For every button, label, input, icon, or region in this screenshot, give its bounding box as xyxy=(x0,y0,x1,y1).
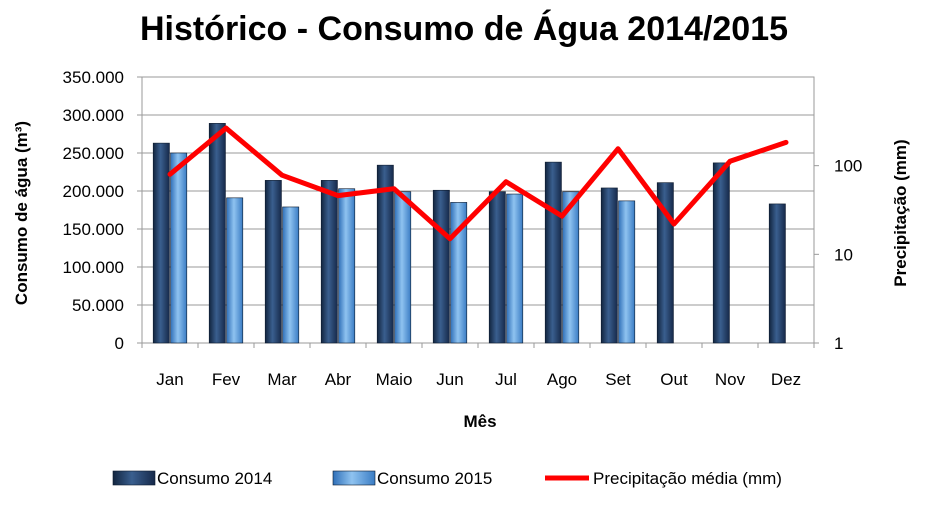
x-tick-label: Maio xyxy=(376,370,413,389)
legend-label: Precipitação média (mm) xyxy=(593,469,782,488)
legend: Consumo 2014 Consumo 2015 Precipitação méd… xyxy=(112,469,782,488)
precipitation-line xyxy=(167,125,789,242)
bar-consumo-2014 xyxy=(712,162,730,344)
bar-consumo-2015 xyxy=(226,197,244,344)
x-tick-label: Jul xyxy=(495,370,517,389)
bar-consumo-2014 xyxy=(544,161,562,344)
bar-consumo-2014 xyxy=(264,180,282,344)
x-axis-label: Mês xyxy=(463,412,496,431)
y-tick-label: 0 xyxy=(115,334,124,353)
y-tick-label: 50.000 xyxy=(72,296,124,315)
precipitation-point xyxy=(335,193,341,198)
precipitation-point xyxy=(503,179,509,184)
y-axis-label: Consumo de água (m³) xyxy=(12,121,31,305)
precipitation-point xyxy=(391,186,397,191)
axes: 0 50.000 100.000 150.000 200.000 250.000 300.0… xyxy=(63,68,863,389)
legend-swatch xyxy=(332,470,376,486)
y-tick-label: 100.000 xyxy=(63,258,124,277)
x-tick-label: Jan xyxy=(156,370,183,389)
x-tick-label: Dez xyxy=(771,370,801,389)
x-tick-label: Out xyxy=(660,370,688,389)
y2-tick-label: 10 xyxy=(834,245,853,264)
bar-consumo-2014 xyxy=(152,142,170,344)
bar-consumo-2015 xyxy=(394,191,412,344)
bar-consumo-2015 xyxy=(338,188,356,344)
precipitation-point xyxy=(559,213,565,219)
x-tick-label: Fev xyxy=(212,370,241,389)
bar-consumo-2014 xyxy=(656,182,674,344)
bar-consumo-2015 xyxy=(282,206,300,344)
x-tick-label: Nov xyxy=(715,370,746,389)
precipitation-point xyxy=(615,146,621,151)
y-tick-label: 150.000 xyxy=(63,220,124,239)
x-tick-label: Ago xyxy=(547,370,577,389)
x-tick-label: Mar xyxy=(267,370,297,389)
precipitation-line-path xyxy=(167,125,789,242)
precipitation-point xyxy=(727,159,733,164)
y2-axis-label: Precipitação (mm) xyxy=(891,139,910,286)
precipitation-point xyxy=(167,172,173,177)
x-tick-label: Abr xyxy=(325,370,352,389)
bar-consumo-2014 xyxy=(320,180,338,344)
bar-consumo-2015 xyxy=(618,200,636,344)
x-tick-label: Set xyxy=(605,370,631,389)
legend-item: Consumo 2015 xyxy=(332,469,492,488)
bar-consumo-2014 xyxy=(208,123,226,344)
chart-title: Histórico - Consumo de Água 2014/2015 xyxy=(140,10,788,48)
legend-label: Consumo 2015 xyxy=(377,469,492,488)
bar-consumo-2015 xyxy=(506,193,524,344)
precipitation-point xyxy=(671,221,677,227)
legend-label: Consumo 2014 xyxy=(157,469,272,488)
y-tick-label: 350.000 xyxy=(63,68,124,87)
legend-swatch xyxy=(112,470,156,486)
precipitation-point xyxy=(223,125,229,131)
bar-consumo-2014 xyxy=(432,189,450,344)
y-tick-label: 200.000 xyxy=(63,182,124,201)
bar-consumo-2015 xyxy=(170,152,188,344)
precipitation-point xyxy=(783,140,789,145)
precipitation-point xyxy=(279,173,285,178)
legend-item: Consumo 2014 xyxy=(112,469,272,488)
bar-consumo-2014 xyxy=(376,164,394,344)
x-tick-label: Jun xyxy=(436,370,463,389)
y-tick-label: 300.000 xyxy=(63,106,124,125)
y2-tick-label: 1 xyxy=(834,334,843,353)
bar-consumo-2014 xyxy=(768,203,786,344)
bar-consumo-2014 xyxy=(600,187,618,344)
precipitation-point xyxy=(447,236,453,241)
y-tick-label: 250.000 xyxy=(63,144,124,163)
bar-consumo-2014 xyxy=(488,191,506,344)
bars xyxy=(152,123,786,344)
bar-consumo-2015 xyxy=(562,191,580,344)
legend-item: Precipitação média (mm) xyxy=(545,469,782,488)
y2-tick-label: 100 xyxy=(834,157,862,176)
